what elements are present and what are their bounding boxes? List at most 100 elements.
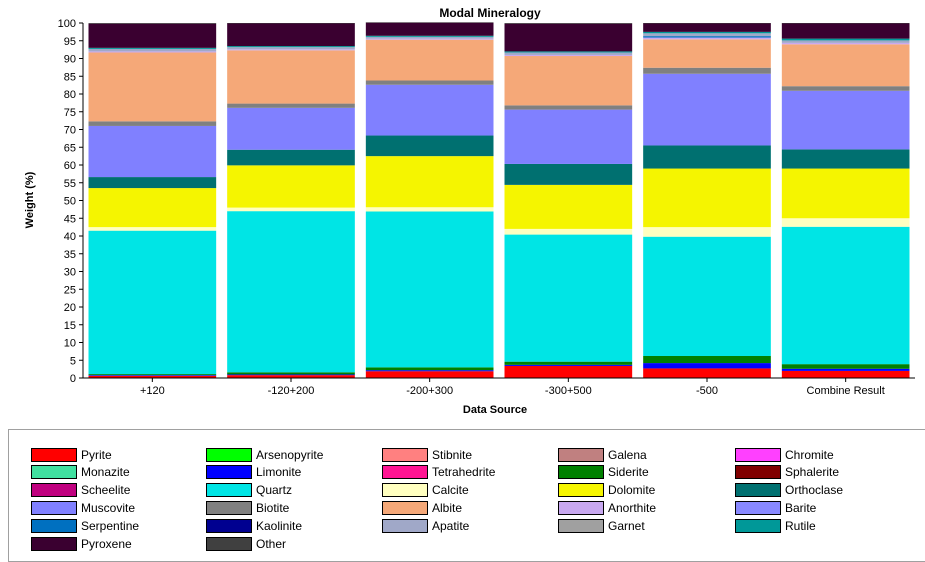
bar-segment-dolomite-1 xyxy=(227,165,355,208)
legend-item-orthoclase: Orthoclase xyxy=(735,482,843,498)
bar-segment-other-5 xyxy=(781,23,910,24)
y-tick-label: 25 xyxy=(64,284,76,296)
x-tick-label: -300+500 xyxy=(545,385,592,397)
legend-label: Orthoclase xyxy=(785,483,844,497)
chart: Modal Mineralogy 0 5 10 15 20 25 30 35 40 45 50 55 6… xyxy=(24,6,915,416)
legend-swatch xyxy=(206,519,252,533)
y-tick-label: 55 xyxy=(64,178,76,190)
bar-segment-albite-2 xyxy=(365,39,494,81)
y-tick-label: 100 xyxy=(58,18,76,30)
legend-swatch xyxy=(382,501,428,515)
legend-item-stibnite: Stibnite xyxy=(382,447,472,463)
legend-label: Biotite xyxy=(256,501,290,515)
legend-label: Galena xyxy=(608,448,647,462)
legend-swatch xyxy=(206,501,252,515)
bar-segment-anorthite-4 xyxy=(643,37,771,40)
bar-segment-apatite-0 xyxy=(88,48,217,52)
x-tick-label: -120+200 xyxy=(268,385,315,397)
bar-segment-biotite-4 xyxy=(643,67,771,74)
y-tick-label: 70 xyxy=(64,125,76,137)
legend-label: Apatite xyxy=(432,519,470,533)
y-tick-label: 10 xyxy=(64,338,76,350)
legend-label: Chromite xyxy=(785,448,834,462)
legend-item-barite: Barite xyxy=(735,500,816,516)
bar-segment-apatite-4 xyxy=(643,33,771,37)
y-tick-label: 20 xyxy=(64,302,76,314)
legend-swatch xyxy=(735,465,781,479)
bar-segment-siderite-3 xyxy=(504,361,633,365)
legend-label: Tetrahedrite xyxy=(432,465,496,479)
legend-swatch xyxy=(31,501,77,515)
bar-segment-muscovite-4 xyxy=(643,73,771,146)
bar-segment-pyroxene-3 xyxy=(504,23,633,52)
y-tick-label: 75 xyxy=(64,107,76,119)
bar-segment-anorthite-5 xyxy=(781,42,910,45)
legend-swatch xyxy=(382,448,428,462)
legend-label: Serpentine xyxy=(81,519,140,533)
legend: Pyrite Arsenopyrite Stibnite Galena Chromite… xyxy=(8,429,925,562)
legend-item-arsenopyrite: Arsenopyrite xyxy=(206,447,323,463)
legend-item-apatite: Apatite xyxy=(382,518,469,534)
bar-segment-orthoclase-5 xyxy=(781,149,910,169)
bar-segment-siderite-2 xyxy=(365,367,494,371)
y-tick-label: 50 xyxy=(64,196,76,208)
bar-segment-dolomite-5 xyxy=(781,168,910,219)
bar-segment-biotite-0 xyxy=(88,121,217,126)
bar-segment-other-1 xyxy=(227,23,355,24)
bar-segment-pyroxene-4 xyxy=(643,23,771,32)
y-tick-label: 5 xyxy=(70,355,76,367)
legend-item-limonite: Limonite xyxy=(206,464,301,480)
legend-label: Other xyxy=(256,537,287,551)
bar-segment-rutile-0 xyxy=(88,47,217,49)
x-axis-label: Data Source xyxy=(463,404,527,416)
x-tick-label: Combine Result xyxy=(807,385,885,397)
bar-segment-albite-1 xyxy=(227,50,355,104)
x-axis: +120 -120+200 -200+300 -300+500 -500 Combine … xyxy=(83,377,915,397)
bar-segment-pyroxene-2 xyxy=(365,22,494,36)
bar-segment-quartz-5 xyxy=(781,226,910,365)
legend-label: Scheelite xyxy=(81,483,131,497)
legend-item-galena: Galena xyxy=(558,447,647,463)
bar-segment-limonite-3 xyxy=(504,364,633,366)
legend-item-monazite: Monazite xyxy=(31,464,130,480)
legend-item-dolomite: Dolomite xyxy=(558,482,655,498)
legend-swatch xyxy=(735,483,781,497)
legend-swatch xyxy=(382,483,428,497)
bar-segment-limonite-2 xyxy=(365,370,494,372)
bar-segment-anorthite-3 xyxy=(504,54,633,57)
legend-label: Siderite xyxy=(608,465,649,479)
bar-segment-muscovite-2 xyxy=(365,84,494,136)
legend-swatch xyxy=(558,465,604,479)
bar-segment-orthoclase-4 xyxy=(643,145,771,169)
bar-segment-apatite-1 xyxy=(227,47,355,50)
legend-item-pyrite: Pyrite xyxy=(31,447,112,463)
legend-label: Stibnite xyxy=(432,448,473,462)
legend-item-scheelite: Scheelite xyxy=(31,482,130,498)
legend-swatch xyxy=(31,483,77,497)
bar-segment-other-3 xyxy=(504,23,633,24)
y-tick-label: 45 xyxy=(64,213,76,225)
legend-swatch xyxy=(206,465,252,479)
y-tick-label: 30 xyxy=(64,267,76,279)
bar-segment-siderite-5 xyxy=(781,364,910,369)
bar-segment-rutile-1 xyxy=(227,46,355,48)
bar-segment-calcite-5 xyxy=(781,218,910,227)
bar-segment-serpentine-4 xyxy=(643,36,771,38)
legend-swatch xyxy=(558,483,604,497)
legend-label: Rutile xyxy=(785,519,816,533)
legend-item-tetrahedrite: Tetrahedrite xyxy=(382,464,495,480)
legend-label: Arsenopyrite xyxy=(256,448,324,462)
legend-label: Limonite xyxy=(256,465,302,479)
bar-segment-quartz-3 xyxy=(504,234,633,362)
bar-segment-apatite-3 xyxy=(504,52,633,55)
bar-segment-calcite-4 xyxy=(643,227,771,237)
bar-segment-anorthite-1 xyxy=(227,49,355,51)
bar-segment-dolomite-0 xyxy=(88,188,217,228)
legend-item-pyroxene: Pyroxene xyxy=(31,536,132,552)
bar-segment-orthoclase-1 xyxy=(227,149,355,166)
bar-segment-quartz-0 xyxy=(88,230,217,375)
chart-title: Modal Mineralogy xyxy=(439,6,541,20)
bar-segment-pyroxene-1 xyxy=(227,23,355,47)
bar-segment-orthoclase-2 xyxy=(365,135,494,157)
bar-segment-anorthite-2 xyxy=(365,38,494,40)
